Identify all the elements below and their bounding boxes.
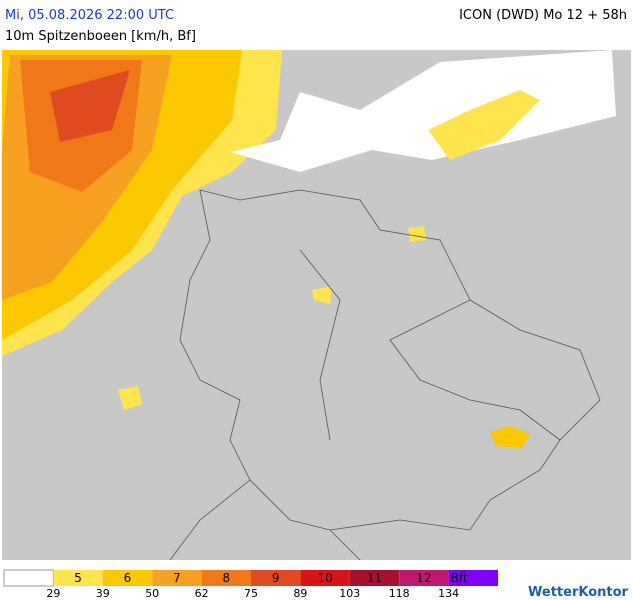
bft-label: 7 (173, 571, 181, 585)
kmh-label: 103 (339, 587, 360, 600)
legend-swatch (251, 570, 301, 586)
bft-label: 5 (74, 571, 82, 585)
model-run: ICON (DWD) Mo 12 + 58h (459, 8, 627, 23)
kmh-label: 118 (389, 587, 410, 600)
datetime: Mi, 05.08.2026 22:00 UTC (5, 8, 174, 23)
legend-swatch (300, 570, 350, 586)
kmh-label: 89 (293, 587, 307, 600)
bft-label: 9 (272, 571, 280, 585)
wind-area (118, 386, 142, 410)
parameter: 10m Spitzenboeen [km/h, Bf] (5, 29, 196, 44)
kmh-label: 134 (438, 587, 459, 600)
country-border (169, 479, 251, 561)
wind-area (428, 90, 540, 160)
legend-swatch (3, 569, 54, 587)
wind-area (312, 286, 332, 304)
sea (230, 50, 616, 172)
kmh-label: 50 (145, 587, 159, 600)
map (2, 50, 631, 561)
bft-label: Bft (451, 571, 468, 585)
kmh-label: 62 (195, 587, 209, 600)
bft-label: 12 (416, 571, 431, 585)
bft-label: 11 (367, 571, 382, 585)
legend-swatch (448, 570, 498, 586)
bft-label: 8 (222, 571, 230, 585)
bft-label: 10 (317, 571, 332, 585)
country-border (179, 189, 561, 531)
country-border (329, 529, 361, 561)
state-border (299, 249, 341, 441)
legend-swatch (152, 570, 202, 586)
legend-swatch (102, 570, 153, 586)
legend-swatch (53, 570, 103, 586)
logo: WetterKontor (528, 585, 629, 600)
legend-swatch (399, 570, 449, 586)
wind-area (490, 426, 530, 448)
kmh-label: 29 (46, 587, 60, 600)
legend-swatch (201, 570, 251, 586)
kmh-label: 75 (244, 587, 258, 600)
kmh-label: 39 (96, 587, 110, 600)
country-border (469, 299, 601, 441)
wind-area (408, 226, 426, 242)
legend-swatch (349, 570, 400, 586)
wind-area (50, 70, 130, 142)
bft-label: 6 (124, 571, 132, 585)
